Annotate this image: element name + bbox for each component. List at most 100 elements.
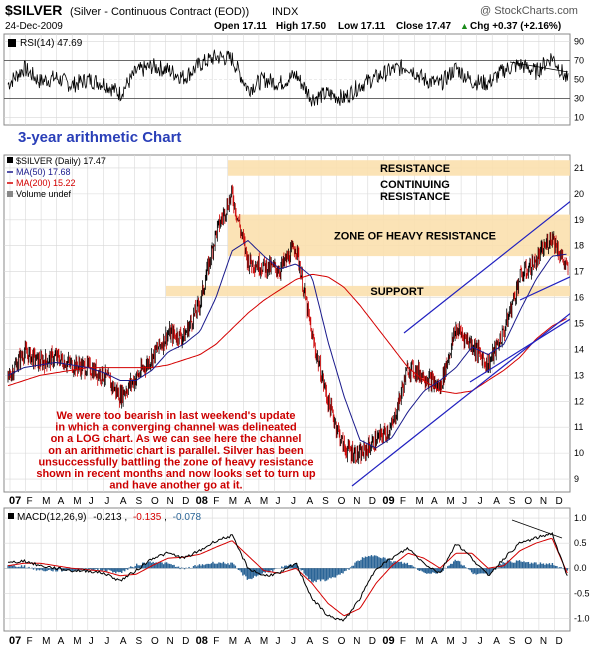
macd-histogram-bar [319,568,322,582]
macd-histogram-bar [261,568,264,574]
macd-histogram-bar [164,562,166,569]
x-axis-bottom: 07 F M A M J J A S O N D 08 F M A M J J A S O N D 09 F M A M J J A S O N D [9,635,563,647]
macd-histogram-bar [19,566,21,569]
change-arrow: ▲ [460,21,469,31]
macd-histogram-bar [173,564,175,569]
macd-histogram-bar [551,562,554,569]
macd-histogram-bar [300,568,302,571]
macd-histogram-bar [242,568,244,576]
x-axis-label: A [493,636,500,647]
macd-histogram-bar [315,568,317,583]
macd-histogram-bar [373,555,376,569]
macd-histogram-bar [153,563,156,569]
x-axis-label: J [291,636,296,647]
macd-histogram-bar [7,565,9,569]
macd-histogram-bar [318,568,320,580]
macd-histogram-bar [376,556,379,569]
macd-histogram-bar [512,562,515,569]
x-axis-label: A [307,636,314,647]
macd-histogram-bar [58,568,60,570]
macd-histogram-bar [559,567,561,569]
macd-histogram-bar [358,560,361,569]
commentary-line: in which a converging channel was deline… [55,422,296,434]
macd-histogram-bar [49,568,51,570]
legend-swatch-price [7,157,13,163]
macd-histogram-bar [429,568,431,574]
macd-histogram-bar [461,565,464,569]
x-axis-label: A [244,636,251,647]
macd-histogram-bar [399,562,401,569]
x-axis-label: J [89,496,94,507]
macd-histogram-bar [221,563,223,569]
macd-histogram-bar [566,568,569,571]
macd-trend-line [511,519,563,539]
macd-histogram-bar [125,568,127,570]
macd-histogram-bar [375,555,377,569]
macd-histogram-bar [209,564,211,569]
macd-histogram-bar [381,558,383,569]
x-axis-label: J [89,636,94,647]
macd-histogram-bar [532,563,534,569]
x-axis-label: N [540,496,547,507]
macd-histogram-bar [131,566,133,569]
macd-histogram-bar [321,568,323,580]
channel-upper-line [403,200,570,334]
x-axis-label: S [509,636,516,647]
macd-histogram-bar [249,568,252,579]
x-axis-label: D [555,636,562,647]
macd-histogram-bar [171,565,174,569]
macd-histogram-bar [367,555,370,569]
commentary-line: and have another go at it. [109,480,242,492]
x-axis-label: M [415,496,423,507]
macd-value: -0.213 [93,512,122,523]
macd-histogram-bar [361,557,364,569]
macd-histogram-bar [88,568,90,571]
macd-histogram-bar [258,568,261,575]
macd-histogram-bar [185,567,187,569]
price-tick-label: 12 [574,396,584,406]
macd-histogram-bar [76,568,78,571]
x-axis-label: M [42,636,50,647]
change-value: Chg +0.37 (+2.16%) [470,21,561,32]
macd-panel: 1.0 0.5 0.0 -0.5 -1.0 MACD(12,26,9) -0.213 ,… [3,507,590,632]
macd-histogram-bar [379,557,382,569]
macd-histogram-bar [28,566,30,569]
macd-histogram-bar [227,563,229,569]
zone-band [228,160,570,176]
macd-histogram-bar [272,568,274,572]
macd-histogram-bar [306,568,308,577]
zone-band [166,285,570,297]
open-value: Open 17.11 [214,21,267,32]
macd-histogram-bar [32,568,35,570]
macd-histogram-bar [177,566,180,569]
macd-histogram-bar [168,563,171,569]
macd-histogram-bar [294,563,296,569]
x-axis-label: A [120,496,127,507]
macd-histogram-bar [384,557,386,569]
macd-histogram-bar [541,563,543,569]
macd-histogram-bar [224,563,226,569]
macd-histogram-bar [331,568,334,578]
macd-histogram-bar [316,568,319,580]
macd-histogram-bar [325,568,328,581]
macd-histogram-bar [463,565,465,569]
macd-histogram-bar [68,568,71,570]
macd-histogram-bar [469,568,471,571]
macd-histogram-bar [194,565,196,569]
macd-histogram-bar [161,562,163,569]
macd-histogram-bar [524,562,527,569]
macd-histogram-bar [240,568,243,573]
macd-histogram-bar [430,568,432,574]
macd-histogram-bar [403,562,406,569]
ma50-line [7,239,567,449]
zone-label: SUPPORT [370,286,423,298]
macd-histogram-bar [266,568,268,572]
macd-histogram-bar [423,568,425,573]
legend-price: $SILVER (Daily) 17.47 [16,156,106,166]
macd-histogram-bar [65,568,68,571]
macd-histogram-bar [447,566,449,569]
macd-histogram-bar [506,560,509,569]
macd-histogram-bar [355,561,358,569]
x-axis-label: O [524,636,532,647]
rsi-panel: 90 70 50 30 10 RSI(14) 47.69 [3,33,584,126]
